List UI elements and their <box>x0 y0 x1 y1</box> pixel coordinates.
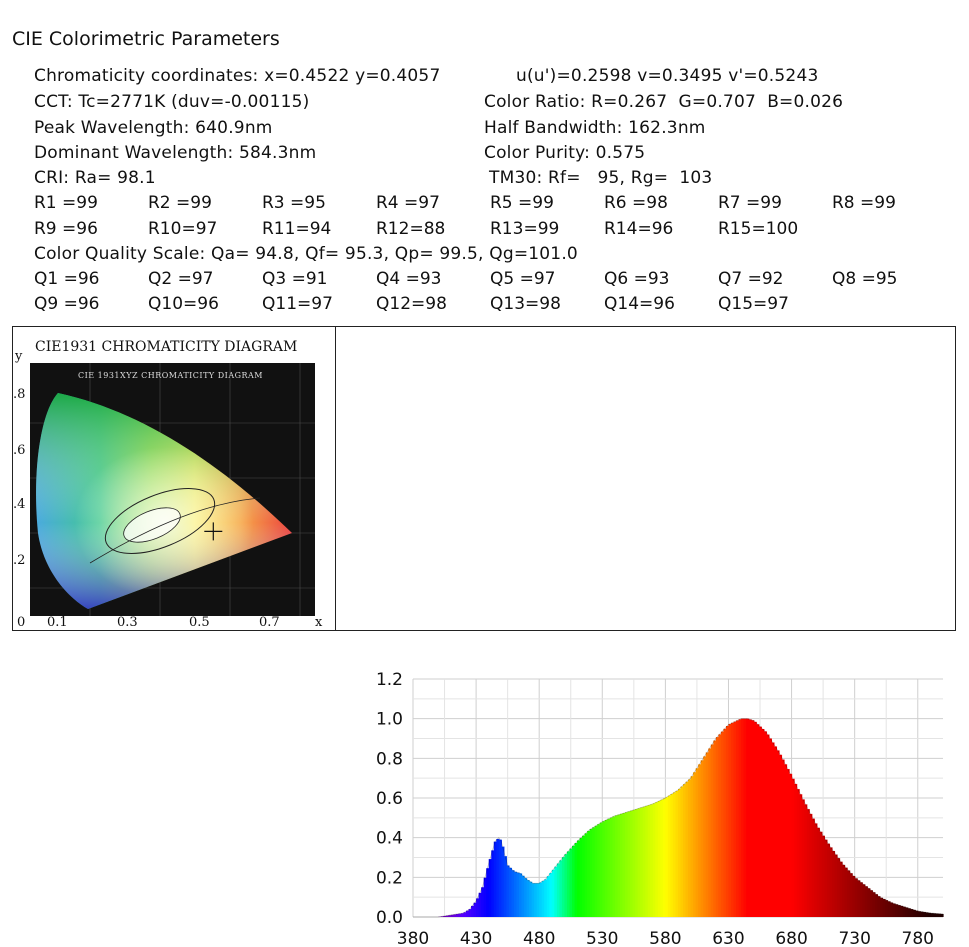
spectrum-chart: 380 430 480 530 580 630 680 730 780 0.0 0.2 0.4 0.6 0… <box>347 663 953 947</box>
q-value: Q14=96 <box>604 294 675 314</box>
r-value: R9 =96 <box>34 219 98 239</box>
r-value: R6 =98 <box>604 193 668 213</box>
q-row-2: Q9 =96 Q10=96 Q11=97 Q12=98 Q13=98 Q14=9… <box>0 294 969 316</box>
q-value: Q2 =97 <box>148 269 213 289</box>
q-value: Q4 =93 <box>376 269 441 289</box>
r-value: R12=88 <box>376 219 445 239</box>
color-ratio: Color Ratio: R=0.267 G=0.707 B=0.026 <box>484 92 843 112</box>
color-quality-scale: Color Quality Scale: Qa= 94.8, Qf= 95.3,… <box>34 244 578 264</box>
cie-x-tick: 0.1 <box>47 615 68 630</box>
x-tick-label: 780 <box>902 929 934 947</box>
peak-wavelength: Peak Wavelength: 640.9nm <box>34 118 273 138</box>
cie-x-label: x <box>315 615 322 630</box>
cie-y-tick: .4 <box>13 497 25 512</box>
cie-x-tick: 0.5 <box>189 615 210 630</box>
x-tick-label: 430 <box>460 929 492 947</box>
q-value: Q12=98 <box>376 294 447 314</box>
x-tick-label: 530 <box>586 929 618 947</box>
r-value: R10=97 <box>148 219 217 239</box>
cie-y-tick: .6 <box>13 443 25 458</box>
r-value: R3 =95 <box>262 193 326 213</box>
r-row-2: R9 =96 R10=97 R11=94 R12=88 R13=99 R14=9… <box>0 219 969 241</box>
q-value: Q9 =96 <box>34 294 99 314</box>
q-value: Q7 =92 <box>718 269 783 289</box>
charts-frame: CIE1931 CHROMATICITY DIAGRAM y .8 .6 .4 … <box>12 326 956 631</box>
r-value: R7 =99 <box>718 193 782 213</box>
r-value: R13=99 <box>490 219 559 239</box>
cie-diagram-image: CIE 1931XYZ CHROMATICITY DIAGRAM <box>30 363 315 616</box>
x-tick-label: 580 <box>649 929 681 947</box>
q-value: Q13=98 <box>490 294 561 314</box>
dominant-wavelength: Dominant Wavelength: 584.3nm <box>34 143 316 163</box>
half-bandwidth: Half Bandwidth: 162.3nm <box>484 118 706 138</box>
cie-horseshoe <box>30 363 315 616</box>
chromaticity-coordinates: Chromaticity coordinates: x=0.4522 y=0.4… <box>34 66 440 86</box>
x-tick-label: 730 <box>838 929 870 947</box>
r-value: R15=100 <box>718 219 798 239</box>
q-value: Q5 =97 <box>490 269 555 289</box>
y-tick-label: 0.0 <box>376 908 403 928</box>
tm30-value: TM30: Rf= 95, Rg= 103 <box>489 168 712 188</box>
r-value: R11=94 <box>262 219 331 239</box>
x-tick-label: 630 <box>712 929 744 947</box>
q-value: Q1 =96 <box>34 269 99 289</box>
y-tick-label: 0.8 <box>376 749 403 769</box>
cie-y-tick: .2 <box>13 553 25 568</box>
r-value: R2 =99 <box>148 193 212 213</box>
r-row-1: R1 =99 R2 =99 R3 =95 R4 =97 R5 =99 R6 =9… <box>0 193 969 215</box>
color-purity: Color Purity: 0.575 <box>484 143 645 163</box>
q-value: Q8 =95 <box>832 269 897 289</box>
cie-x-tick: 0.3 <box>117 615 138 630</box>
q-row-1: Q1 =96 Q2 =97 Q3 =91 Q4 =93 Q5 =97 Q6 =9… <box>0 269 969 291</box>
cie-x-tick: 0.7 <box>259 615 280 630</box>
y-tick-label: 1.0 <box>376 710 403 730</box>
cie-diagram-panel: CIE1931 CHROMATICITY DIAGRAM y .8 .6 .4 … <box>13 327 336 630</box>
y-tick-label: 0.2 <box>376 868 403 888</box>
x-tick-label: 480 <box>523 929 555 947</box>
uv-coordinates: u(u')=0.2598 v=0.3495 v'=0.5243 <box>516 66 818 86</box>
x-tick-label: 380 <box>397 929 429 947</box>
q-value: Q11=97 <box>262 294 333 314</box>
y-tick-label: 0.6 <box>376 789 403 809</box>
cie-x-tick: 0 <box>17 615 25 630</box>
q-value: Q10=96 <box>148 294 219 314</box>
cct-value: CCT: Tc=2771K (duv=-0.00115) <box>34 92 309 112</box>
q-value: Q15=97 <box>718 294 789 314</box>
r-value: R4 =97 <box>376 193 440 213</box>
cri-value: CRI: Ra= 98.1 <box>34 168 156 188</box>
r-value: R8 =99 <box>832 193 896 213</box>
cie-y-tick: .8 <box>13 387 25 402</box>
page-title: CIE Colorimetric Parameters <box>12 28 280 50</box>
cie-y-label: y <box>15 349 22 364</box>
spectrum-bar <box>940 914 943 917</box>
y-tick-label: 1.2 <box>376 670 403 690</box>
q-value: Q6 =93 <box>604 269 669 289</box>
r-value: R14=96 <box>604 219 673 239</box>
y-tick-label: 0.4 <box>376 829 403 849</box>
q-value: Q3 =91 <box>262 269 327 289</box>
x-tick-label: 680 <box>775 929 807 947</box>
cie-diagram-title: CIE1931 CHROMATICITY DIAGRAM <box>35 339 297 355</box>
cie-inner-title: CIE 1931XYZ CHROMATICITY DIAGRAM <box>78 371 263 380</box>
r-value: R1 =99 <box>34 193 98 213</box>
r-value: R5 =99 <box>490 193 554 213</box>
